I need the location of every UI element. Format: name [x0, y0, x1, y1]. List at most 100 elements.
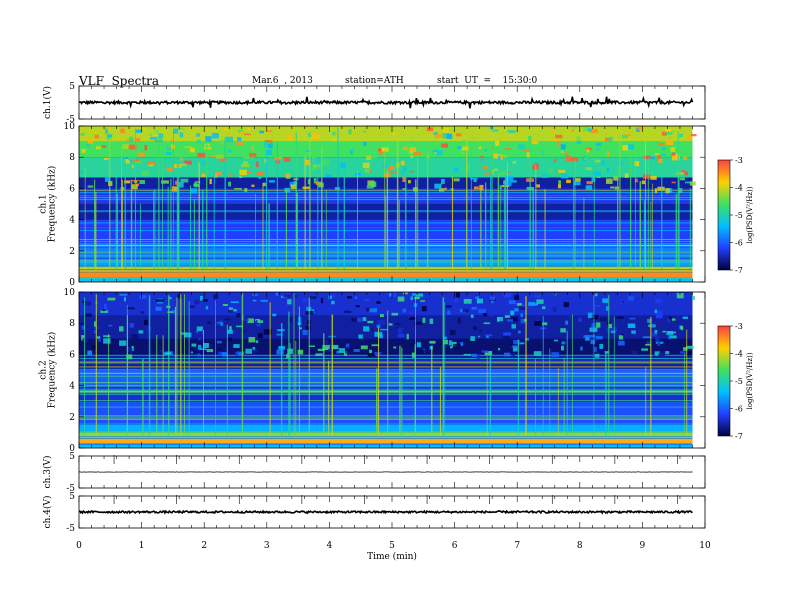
psd-texture — [486, 335, 489, 338]
psd-texture — [119, 340, 127, 346]
psd-texture — [228, 309, 236, 313]
psd-texture — [429, 318, 434, 324]
psd-texture — [256, 323, 261, 327]
psd-texture — [634, 178, 638, 183]
psd-texture — [596, 322, 601, 328]
psd-texture — [320, 297, 324, 304]
psd-texture — [548, 168, 554, 173]
psd-texture — [360, 345, 368, 350]
psd-texture — [147, 161, 155, 166]
colorbar-label: log(PSD(V²/Hz)) — [746, 186, 754, 243]
psd-texture — [692, 295, 695, 300]
psd-texture — [102, 309, 106, 312]
psd-texture — [666, 131, 673, 136]
psd-texture — [661, 147, 666, 150]
psd-texture — [610, 330, 616, 334]
psd-texture — [560, 173, 569, 179]
psd-texture — [555, 134, 563, 139]
psd-texture — [372, 156, 378, 160]
psd-texture — [535, 319, 540, 322]
psd-texture — [367, 352, 376, 357]
psd-texture — [514, 295, 520, 301]
x-ticks — [78, 86, 706, 119]
psd-texture — [484, 149, 488, 152]
psd-texture — [621, 134, 628, 139]
psd-texture — [355, 296, 358, 300]
psd-texture — [403, 166, 407, 171]
spectrogram-band — [79, 370, 693, 386]
y-tick-label: 0 — [69, 278, 75, 288]
psd-texture — [457, 146, 463, 150]
psd-texture — [445, 305, 452, 308]
psd-texture — [264, 141, 269, 148]
psd-texture — [126, 354, 133, 360]
psd-texture — [462, 140, 469, 144]
psd-texture — [402, 292, 408, 295]
psd-texture — [444, 187, 447, 191]
psd-texture — [228, 307, 233, 312]
psd-texture — [409, 136, 413, 139]
psd-texture — [566, 179, 571, 184]
psd-texture — [466, 164, 471, 170]
x-axis-label: Time (min) — [367, 551, 417, 562]
psd-texture — [376, 324, 381, 328]
psd-texture — [608, 136, 613, 142]
psd-texture — [311, 167, 315, 172]
psd-texture — [564, 141, 571, 147]
psd-texture — [591, 128, 598, 134]
psd-texture — [642, 336, 651, 339]
psd-texture — [668, 333, 671, 340]
psd-texture — [493, 153, 498, 158]
psd-texture — [309, 296, 317, 299]
psd-texture — [265, 149, 273, 156]
psd-texture — [401, 169, 406, 175]
psd-texture — [81, 335, 85, 341]
psd-texture — [614, 186, 620, 190]
psd-texture — [161, 180, 169, 184]
psd-texture — [410, 135, 416, 139]
psd-texture — [408, 180, 411, 184]
psd-texture — [194, 181, 201, 184]
psd-texture — [441, 143, 448, 148]
psd-texture — [376, 301, 381, 304]
psd-texture — [343, 310, 352, 313]
psd-texture — [527, 135, 532, 141]
psd-texture — [450, 345, 453, 349]
psd-texture — [268, 143, 273, 149]
psd-texture — [610, 186, 615, 189]
colorbar-gradient — [717, 159, 731, 271]
psd-texture — [378, 148, 382, 152]
psd-texture — [402, 146, 408, 151]
y-axis-label: ch.3(V) — [42, 456, 53, 489]
psd-texture — [155, 306, 162, 311]
psd-texture — [293, 294, 298, 299]
psd-texture — [171, 139, 174, 144]
psd-texture — [615, 316, 624, 319]
psd-texture — [681, 170, 685, 174]
psd-texture — [122, 144, 130, 149]
psd-texture — [148, 146, 156, 150]
psd-texture — [542, 306, 546, 310]
psd-texture — [367, 180, 375, 186]
psd-texture — [104, 304, 107, 310]
psd-texture — [414, 321, 423, 325]
psd-texture — [106, 130, 113, 135]
colorbar-tick-label: -6 — [735, 405, 743, 414]
psd-texture — [108, 126, 112, 130]
psd-texture — [228, 181, 232, 187]
psd-texture — [665, 188, 670, 194]
psd-texture — [243, 156, 251, 159]
psd-texture — [276, 349, 284, 355]
psd-texture — [303, 126, 308, 128]
psd-texture — [415, 293, 424, 297]
psd-texture — [129, 136, 134, 142]
psd-texture — [596, 147, 601, 151]
psd-texture — [607, 151, 610, 158]
psd-texture — [557, 184, 561, 189]
psd-texture — [243, 161, 248, 166]
psd-texture — [260, 299, 268, 302]
psd-texture — [322, 159, 330, 165]
psd-texture — [624, 134, 631, 137]
psd-texture — [189, 147, 195, 153]
psd-texture — [463, 353, 472, 356]
